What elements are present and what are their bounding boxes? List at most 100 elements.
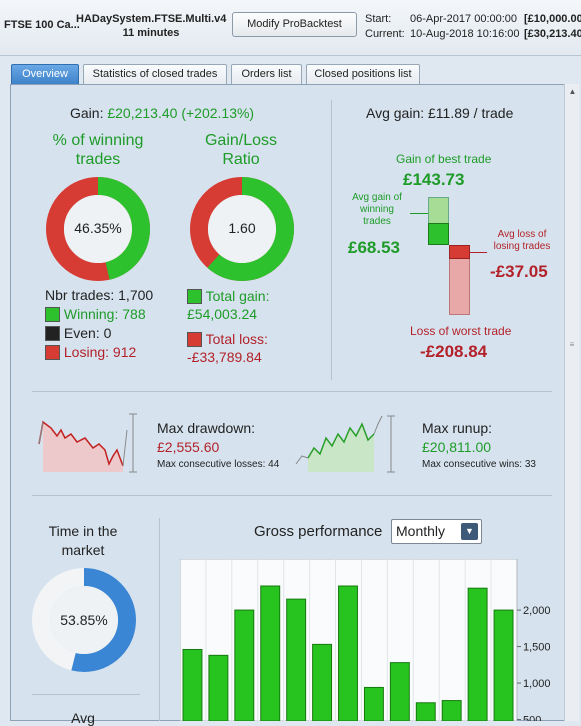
total-loss-label: Total loss: <box>205 331 268 347</box>
gross-performance-chart: 2,000 1,500 1,000 500 <box>180 559 551 721</box>
even-count: Even: 0 <box>63 325 112 341</box>
tab-closed-positions-list[interactable]: Closed positions list <box>306 64 420 84</box>
period-dropdown-value: Monthly <box>396 523 446 539</box>
time-in-market-donut <box>32 568 136 672</box>
runup-chart <box>295 415 395 473</box>
total-gain-value: £54,003.24 <box>187 306 258 322</box>
gain-arc <box>190 177 294 281</box>
avg-loss-label: Avg loss of losing trades <box>493 229 551 252</box>
chevron-down-icon: ▼ <box>461 523 478 540</box>
worst-trade-value: -£208.84 <box>420 342 488 361</box>
gross-bar <box>234 609 255 721</box>
total-loss-block: Total loss: -£33,789.84 <box>187 330 268 366</box>
winning-swatch <box>45 307 60 322</box>
backtest-header: FTSE 100 Ca... HADaySystem.FTSE.Multi.v4… <box>0 0 581 56</box>
losing-count: Losing: 912 <box>63 344 137 360</box>
avg-label: Avg <box>71 710 95 726</box>
vertical-scrollbar[interactable]: ▲ ≡ <box>564 84 579 721</box>
current-label: Current: <box>365 28 405 40</box>
best-trade-value: £143.73 <box>403 170 465 189</box>
system-info: HADaySystem.FTSE.Multi.v4 11 minutes <box>76 12 226 40</box>
section-divider <box>331 100 332 380</box>
gain-summary: Gain: £20,213.40 (+202.13%) <box>70 105 254 121</box>
winning-trades-donut <box>46 177 150 281</box>
winning-pct-value: 46.35% <box>74 220 122 236</box>
time-in-market-pct: 53.85% <box>60 612 108 628</box>
total-gain-label: Total gain: <box>205 288 270 304</box>
tab-orders-list[interactable]: Orders list <box>231 64 302 84</box>
avg-win-bar <box>428 223 449 245</box>
gross-bar <box>363 686 384 721</box>
scroll-grip-icon[interactable]: ≡ <box>569 340 575 349</box>
gain-loss-ratio-title: Gain/Loss Ratio <box>204 132 278 168</box>
gross-bar <box>467 587 488 721</box>
total-loss-swatch <box>187 332 202 347</box>
gross-bar <box>208 654 229 721</box>
runup-label: Max runup: <box>422 420 493 436</box>
avg-loss-bar <box>449 245 470 259</box>
total-loss-value: -£33,789.84 <box>187 349 262 365</box>
total-gain-block: Total gain: £54,003.24 <box>187 287 269 323</box>
avg-win-arrow <box>410 213 428 214</box>
total-gain-swatch <box>187 289 202 304</box>
winning-count-row: Winning: 788 <box>45 306 146 322</box>
gross-bar <box>493 609 514 721</box>
gross-bar <box>441 700 462 721</box>
gross-bar <box>312 643 333 721</box>
donut-center <box>208 195 276 263</box>
current-date: 10-Aug-2018 10:16:00 <box>410 28 520 40</box>
winning-arc <box>46 177 150 281</box>
avg-loss-value: -£37.05 <box>490 262 548 281</box>
y-tick-label: 1,000 <box>523 678 551 690</box>
ratio-value: 1.60 <box>228 220 256 236</box>
avg-loss-arrow <box>470 252 487 253</box>
drawdown-chart <box>38 413 137 473</box>
modify-probacktest-button[interactable]: Modify ProBacktest <box>232 12 357 37</box>
y-tick-label: 2,000 <box>523 605 551 617</box>
start-capital: [£10,000.00 <box>524 13 581 25</box>
consecutive-losses: Max consecutive losses: 44 <box>157 459 280 470</box>
gross-bar <box>182 648 203 721</box>
y-tick-label: 500 <box>523 715 541 721</box>
winning-trades-title: % of winning trades <box>52 132 144 168</box>
losing-swatch <box>45 345 60 360</box>
backtest-duration: 11 minutes <box>122 27 180 39</box>
gross-bar <box>389 662 410 721</box>
current-capital: [£30,213.40 <box>524 28 581 40</box>
avg-win-label: Avg gain of winning trades <box>352 192 402 227</box>
tab-overview[interactable]: Overview <box>11 64 79 85</box>
nbr-trades: Nbr trades: 1,700 <box>45 287 154 303</box>
period-dropdown[interactable]: Monthly ▼ <box>391 519 482 544</box>
gain-value: £20,213.40 (+202.13%) <box>107 105 255 121</box>
start-label: Start: <box>365 13 392 25</box>
start-date: 06-Apr-2017 00:00:00 <box>410 13 518 25</box>
gain-loss-ratio-donut <box>190 177 294 281</box>
drawdown-value: £2,555.60 <box>157 439 220 455</box>
worst-trade-label: Loss of worst trade <box>410 324 512 338</box>
drawdown-label: Max drawdown: <box>157 420 256 436</box>
section-divider <box>32 694 140 695</box>
gross-bar <box>286 598 307 721</box>
section-divider <box>32 391 552 392</box>
scroll-up-icon[interactable]: ▲ <box>568 87 577 96</box>
gross-bar <box>338 585 358 721</box>
system-name: HADaySystem.FTSE.Multi.v4 <box>76 13 227 25</box>
even-swatch <box>45 326 60 341</box>
gross-bar <box>415 702 436 721</box>
y-tick-label: 1,500 <box>523 642 551 654</box>
tab-statistics-closed-trades[interactable]: Statistics of closed trades <box>83 64 227 84</box>
losing-count-row: Losing: 912 <box>45 344 136 360</box>
best-trade-label: Gain of best trade <box>396 152 492 166</box>
time-in-market-title: Time in the market <box>48 523 118 558</box>
section-divider <box>32 495 552 496</box>
in-market-arc <box>32 568 136 672</box>
instrument-name: FTSE 100 Ca... <box>4 19 80 31</box>
gross-performance-title: Gross performance <box>254 523 383 540</box>
donut-center <box>50 586 118 654</box>
gain-label: Gain: <box>70 105 104 121</box>
gross-bar <box>260 585 281 721</box>
winning-count: Winning: 788 <box>63 306 146 322</box>
avg-gain-title: Avg gain: £11.89 / trade <box>366 105 514 121</box>
donut-center <box>64 195 132 263</box>
consecutive-wins: Max consecutive wins: 33 <box>422 459 536 470</box>
